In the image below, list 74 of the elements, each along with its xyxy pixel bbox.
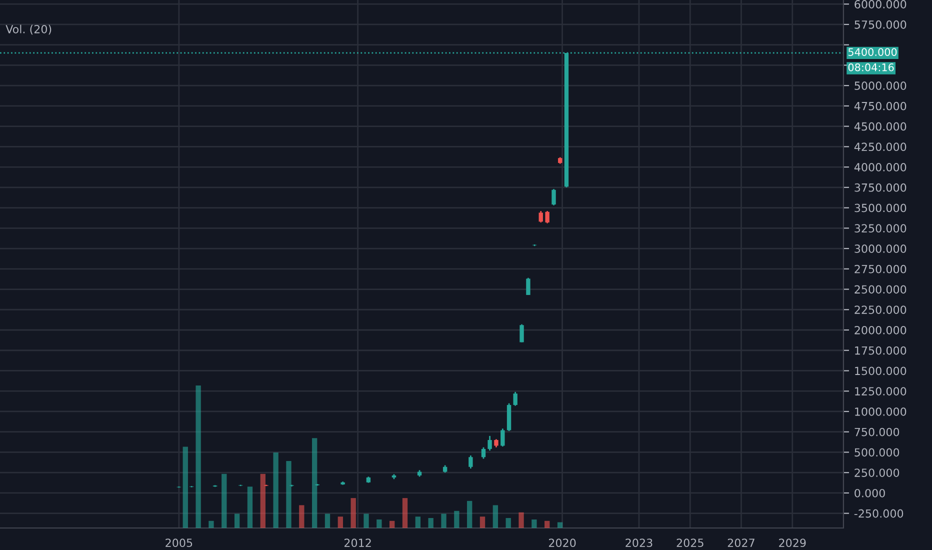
bar bbox=[208, 520, 214, 528]
y-tick-label: 1000.000 bbox=[855, 407, 906, 416]
bar bbox=[376, 519, 382, 528]
x-tick-label: 2020 bbox=[548, 538, 576, 548]
y-tick-label: 3250.000 bbox=[854, 224, 906, 233]
candlestick bbox=[481, 446, 486, 460]
bar bbox=[350, 498, 356, 528]
y-tick-label: 4750.000 bbox=[854, 102, 906, 110]
y-tick-label: 4250.000 bbox=[854, 142, 906, 152]
y-tick-label: 3500.000 bbox=[854, 204, 906, 212]
ref-line-label: 5400.000 bbox=[848, 48, 897, 56]
bar bbox=[196, 385, 201, 528]
candlestick bbox=[468, 454, 473, 470]
y-tick-label: 4500.000 bbox=[854, 122, 906, 131]
y-tick-label: 250.000 bbox=[854, 468, 900, 477]
candlestick bbox=[538, 210, 543, 224]
candlestick bbox=[500, 428, 505, 448]
x-tick-label: 2023 bbox=[626, 538, 652, 548]
y-tick-label: 2000.000 bbox=[854, 326, 906, 334]
bar bbox=[273, 452, 278, 528]
y-tick-label: 5750.000 bbox=[854, 20, 906, 29]
bar bbox=[467, 500, 472, 528]
bar bbox=[338, 516, 343, 528]
y-tick-label: 5000.000 bbox=[854, 82, 906, 90]
bar bbox=[364, 514, 369, 528]
y-tick-label: -250.000 bbox=[854, 509, 904, 518]
x-tick-label: 2025 bbox=[676, 538, 704, 548]
y-tick-label: 3750.000 bbox=[854, 183, 906, 192]
bar bbox=[402, 498, 408, 528]
y-tick-label: 3000.000 bbox=[854, 244, 906, 253]
y-tick-label: 2250.000 bbox=[854, 306, 906, 314]
bar bbox=[415, 516, 421, 528]
x-tick-label: 2029 bbox=[779, 538, 806, 548]
bar bbox=[312, 438, 318, 528]
bar bbox=[182, 446, 188, 528]
y-tick-label: 1250.000 bbox=[855, 387, 906, 396]
bar bbox=[324, 514, 330, 528]
bar bbox=[286, 460, 292, 528]
y-tick-label: 2750.000 bbox=[854, 264, 906, 274]
annotation: Vol. (20) bbox=[6, 24, 52, 35]
x-tick-label: 2012 bbox=[344, 538, 371, 548]
x-tick-label: 2027 bbox=[728, 538, 754, 548]
y-tick-label: 2500.000 bbox=[854, 285, 906, 294]
bar bbox=[506, 518, 511, 528]
bar bbox=[454, 510, 460, 528]
x-tick-label: 2005 bbox=[166, 538, 192, 548]
y-tick-label: 750.000 bbox=[854, 428, 900, 436]
bar bbox=[441, 514, 446, 528]
text: 08:04:16 bbox=[848, 63, 894, 72]
candlestick bbox=[520, 324, 524, 343]
bar bbox=[390, 520, 395, 528]
y-tick-label: 6000.000 bbox=[854, 0, 906, 8]
bar bbox=[299, 505, 304, 528]
bar bbox=[518, 512, 524, 528]
y-tick-label: 500.000 bbox=[854, 448, 900, 457]
y-tick-label: 1750.000 bbox=[855, 346, 906, 355]
y-tick-label: 0.000 bbox=[854, 488, 885, 498]
bar bbox=[234, 514, 240, 528]
candlestick bbox=[513, 391, 518, 406]
y-tick-label: 1500.000 bbox=[855, 366, 906, 376]
bar bbox=[544, 520, 550, 528]
y-tick-label: 4000.000 bbox=[854, 163, 906, 172]
bar bbox=[247, 486, 253, 528]
bar bbox=[532, 519, 537, 528]
candlestick bbox=[488, 435, 492, 452]
candlestick bbox=[545, 210, 550, 224]
bar bbox=[480, 516, 486, 528]
bar bbox=[260, 474, 266, 528]
bar bbox=[428, 518, 434, 528]
candlestick bbox=[526, 277, 530, 296]
candlestick bbox=[552, 188, 556, 206]
bar bbox=[492, 505, 498, 528]
bar bbox=[557, 522, 563, 528]
bar bbox=[222, 474, 227, 528]
